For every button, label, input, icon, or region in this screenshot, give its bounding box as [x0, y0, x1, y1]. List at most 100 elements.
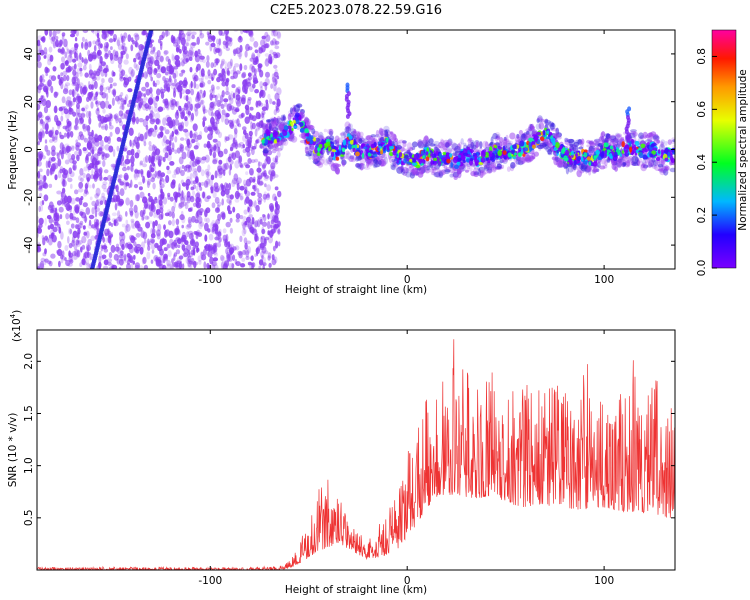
ridge-core-dot [265, 129, 270, 135]
noise-dot [157, 154, 163, 163]
noise-dot [117, 63, 122, 69]
noise-dot [82, 147, 87, 152]
noise-dot [123, 253, 127, 262]
noise-dot [236, 100, 242, 107]
noise-dot [215, 48, 221, 53]
noise-dot [48, 183, 53, 188]
noise-dot [196, 36, 200, 45]
ridge-core-dot [650, 143, 654, 148]
noise-dot [232, 206, 236, 213]
noise-dot [64, 159, 70, 165]
noise-dot [64, 132, 67, 138]
noise-dot [72, 69, 77, 77]
ridge-core-dot [386, 137, 389, 143]
noise-dot [274, 45, 280, 50]
ridge-core-dot [583, 152, 588, 158]
noise-dot [38, 217, 44, 225]
noise-dot [144, 203, 148, 210]
noise-dot [234, 88, 240, 97]
noise-dot [191, 42, 197, 46]
noise-dot [224, 188, 230, 195]
noise-dot [160, 126, 167, 131]
noise-dot [150, 199, 155, 206]
noise-dot [235, 106, 240, 113]
noise-dot [227, 254, 233, 262]
noise-dot [257, 192, 263, 199]
ridge-halo-dot [390, 164, 396, 170]
noise-dot [91, 168, 94, 176]
noise-dot [48, 130, 53, 138]
noise-dot [138, 181, 143, 186]
noise-dot [204, 217, 207, 222]
ridge-halo-dot [388, 156, 393, 163]
noise-dot [164, 129, 170, 135]
ridge-halo-dot [419, 167, 425, 175]
noise-dot [90, 224, 96, 229]
noise-dot [233, 125, 238, 133]
ridge-core-dot [350, 139, 354, 145]
noise-dot [98, 122, 101, 128]
ridge-halo-dot [592, 145, 596, 150]
noise-dot [247, 46, 253, 51]
noise-dot [165, 30, 170, 36]
noise-dot [41, 74, 45, 80]
noise-dot [68, 107, 74, 115]
ridge-core-dot [474, 155, 477, 161]
noise-dot [261, 226, 265, 235]
noise-dot [211, 77, 214, 81]
noise-dot [62, 167, 66, 174]
noise-dot [257, 63, 263, 69]
noise-dot [224, 61, 228, 70]
ridge-halo-dot [405, 171, 412, 178]
noise-dot [273, 225, 278, 230]
noise-dot [237, 143, 242, 148]
noise-dot [165, 114, 171, 122]
noise-dot [264, 158, 268, 166]
noise-dot [139, 162, 143, 167]
noise-dot [145, 221, 151, 229]
ridge-halo-dot [406, 142, 413, 150]
noise-dot [202, 106, 206, 115]
noise-dot [193, 74, 199, 82]
noise-dot [148, 145, 154, 152]
ridge-core-dot [338, 145, 342, 151]
noise-dot [197, 165, 202, 173]
ridge-halo-dot [435, 168, 441, 172]
noise-dot [154, 106, 158, 113]
noise-dot [167, 78, 173, 86]
noise-dot [198, 197, 201, 203]
noise-dot [92, 40, 97, 45]
noise-dot [37, 103, 41, 111]
noise-dot [46, 90, 49, 98]
noise-dot [83, 231, 87, 236]
noise-dot [109, 52, 114, 61]
noise-dot [189, 130, 193, 139]
noise-dot [168, 220, 172, 226]
noise-dot [265, 102, 269, 111]
noise-dot [82, 65, 87, 71]
noise-dot [182, 201, 187, 207]
noise-dot [148, 129, 153, 135]
noise-dot [59, 63, 65, 70]
noise-dot [219, 184, 223, 191]
ridge-core-dot [396, 159, 399, 164]
noise-dot [79, 220, 84, 226]
ridge-halo-dot [640, 163, 647, 172]
noise-dot [210, 128, 214, 136]
noise-dot [134, 34, 140, 41]
ridge-core-dot [295, 119, 300, 125]
noise-dot [91, 200, 97, 207]
noise-dot [216, 242, 222, 248]
noise-dot [160, 66, 167, 74]
ridge-core-dot [406, 161, 412, 165]
noise-dot [43, 258, 47, 265]
noise-dot [242, 215, 247, 224]
noise-dot [263, 196, 267, 203]
ridge-core-dot [667, 151, 671, 158]
noise-dot [119, 101, 124, 110]
noise-dot [113, 253, 119, 261]
noise-dot [41, 155, 46, 160]
noise-dot [267, 252, 272, 259]
noise-dot [115, 50, 119, 58]
noise-dot [59, 131, 62, 137]
